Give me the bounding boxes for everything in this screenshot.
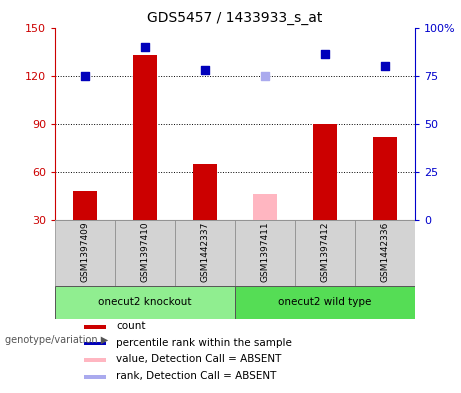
- Text: count: count: [117, 321, 146, 331]
- Bar: [175, 220, 235, 286]
- Bar: [115, 220, 175, 286]
- Bar: [355, 220, 415, 286]
- Title: GDS5457 / 1433933_s_at: GDS5457 / 1433933_s_at: [148, 11, 323, 25]
- Text: GSM1397412: GSM1397412: [320, 222, 330, 282]
- Bar: [253, 194, 277, 220]
- Point: [321, 51, 329, 58]
- Bar: [55, 220, 115, 286]
- Text: GSM1397409: GSM1397409: [81, 222, 90, 283]
- Text: value, Detection Call = ABSENT: value, Detection Call = ABSENT: [117, 354, 282, 364]
- Text: genotype/variation ▶: genotype/variation ▶: [5, 335, 108, 345]
- Bar: [84, 342, 106, 345]
- Point: [142, 44, 149, 50]
- Text: onecut2 wild type: onecut2 wild type: [278, 298, 372, 307]
- Text: GSM1397411: GSM1397411: [260, 222, 270, 283]
- Bar: [84, 358, 106, 362]
- Text: GSM1442336: GSM1442336: [380, 222, 390, 282]
- Point: [82, 72, 89, 79]
- Bar: [295, 220, 355, 286]
- Bar: [55, 286, 235, 319]
- Bar: [73, 191, 97, 220]
- Bar: [84, 375, 106, 378]
- Bar: [193, 164, 217, 220]
- Text: GSM1397410: GSM1397410: [141, 222, 150, 283]
- Bar: [235, 286, 415, 319]
- Point: [201, 67, 209, 73]
- Bar: [373, 136, 397, 220]
- Point: [261, 72, 269, 79]
- Text: percentile rank within the sample: percentile rank within the sample: [117, 338, 292, 348]
- Text: GSM1442337: GSM1442337: [201, 222, 210, 282]
- Bar: [235, 220, 295, 286]
- Bar: [84, 325, 106, 329]
- Text: onecut2 knockout: onecut2 knockout: [99, 298, 192, 307]
- Bar: [133, 55, 157, 220]
- Bar: [313, 124, 337, 220]
- Point: [381, 63, 389, 69]
- Text: rank, Detection Call = ABSENT: rank, Detection Call = ABSENT: [117, 371, 277, 381]
